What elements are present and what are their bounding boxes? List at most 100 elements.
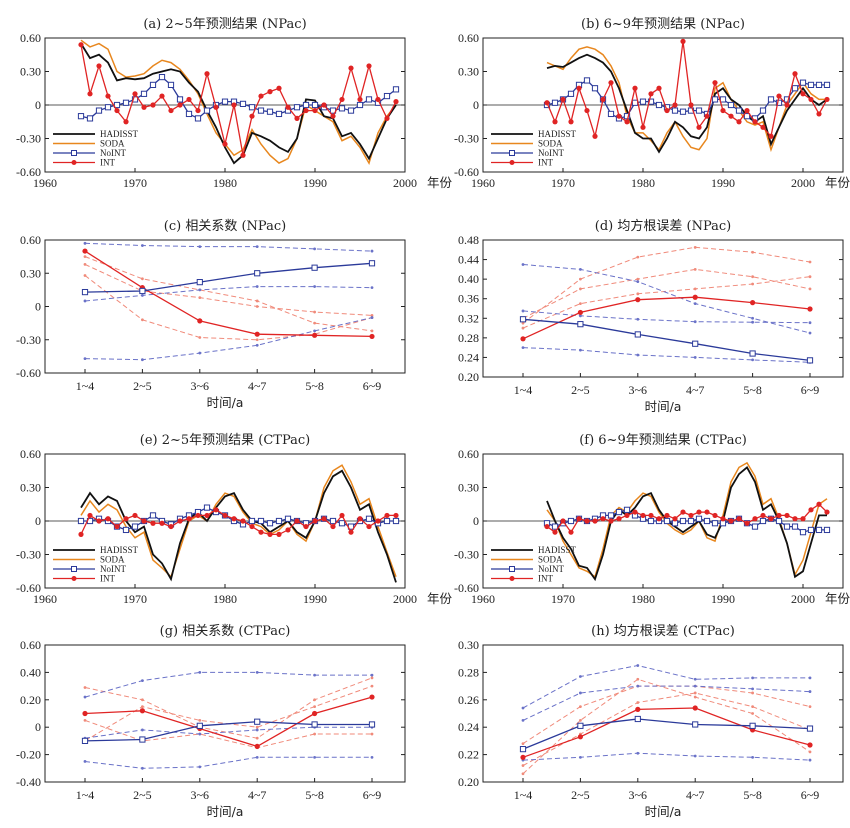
series-line-noint [522,318,811,362]
y-tick-label: -0.30 [16,132,41,146]
x-tick-label: 1970 [123,176,147,190]
y-tick-label: 0 [473,98,479,112]
data-point-noint [122,526,130,534]
series-line-int-range [522,246,811,324]
panel-b: (b) 6~9年预测结果 (NPac) -0.60 -0.30 0 0.30 0.60 19… [454,17,850,190]
y-tick-label: 0.20 [458,370,479,384]
x-tick-label: 4~7 [248,788,267,802]
y-tick-label: -0.60 [16,581,41,595]
data-point-int [267,89,273,95]
y-tick-label: 0.30 [458,481,479,495]
data-point-range [808,321,812,325]
data-point-int [186,516,192,522]
data-point-noint [759,107,767,114]
panel-g: (g) 相关系数 (CTPac) -0.40 -0.20 0 0.20 0.40 0.60 1… [16,624,406,819]
data-point-int [141,104,147,110]
legend-label: NoINT [100,148,126,158]
data-point-range [370,286,374,290]
data-point-range [370,755,374,759]
legend-marker [509,576,515,581]
data-point-int [760,124,766,130]
data-point-int [321,102,327,108]
data-point-int [800,91,806,97]
data-point-range [83,255,87,259]
data-point-range [83,718,87,722]
data-point-int [123,119,129,125]
data-point-range [83,274,87,277]
data-point-int [672,516,678,522]
data-point-int [114,107,120,114]
data-point-range [808,287,812,291]
data-point-noint [727,101,735,109]
y-tick-label: 0.30 [458,65,479,79]
data-point-range [198,288,202,292]
series-line-int-range [522,692,811,767]
y-tick-label: -0.30 [16,333,41,347]
series-line-soda [80,39,397,165]
data-point-int [672,102,678,108]
legend-label: HADISST [100,129,139,139]
data-point-range [808,690,812,693]
legend-label: SODA [100,139,125,149]
data-point-int [168,107,174,114]
data-point-noint [257,107,265,114]
data-point-range [579,314,582,318]
data-point-int [96,518,102,524]
data-point-int [213,104,219,110]
series-line-noint-range [84,756,372,769]
data-point-int [592,518,598,524]
x-tick-label: 1990 [711,592,735,606]
y-tick-label: 0.28 [458,331,479,345]
data-point-range [751,705,754,709]
data-point-int [105,93,111,99]
data-point-noint [383,92,391,100]
data-point-int [816,501,822,507]
data-point-noint [711,520,719,527]
data-point-range [636,255,640,259]
x-tick-label: 5~8 [305,379,324,393]
x-tick-label: 3~6 [191,788,210,802]
data-point-int [204,71,210,77]
data-point-range [521,742,525,746]
x-tick-label: 4~7 [248,379,267,393]
data-point-range [751,712,754,715]
data-point-int [303,523,309,530]
y-tick-label: 0 [35,300,41,314]
x-tick-label: 2~5 [133,379,152,393]
series-line-noint-range [84,242,373,252]
data-point-range [579,287,582,291]
data-point-range [313,673,316,677]
x-tick-label: 1990 [303,592,327,606]
data-point-range [579,705,582,709]
data-point-int [375,96,381,103]
data-point-range [83,686,87,689]
chart-title: (a) 2~5年预测结果 (NPac) [143,17,306,32]
x-tick-label: 1990 [711,176,735,190]
data-point-int [640,512,646,519]
data-point-int [82,710,88,717]
data-point-noint [185,110,193,118]
data-point-range [521,263,525,266]
data-point-int [285,104,291,110]
data-point-range [636,664,640,667]
chart-title: (g) 相关系数 (CTPac) [160,624,291,639]
data-point-int [688,102,694,108]
data-point-int [240,518,246,524]
data-point-noint [338,105,346,112]
data-point-noint [131,523,139,530]
plot-frame [482,239,844,378]
data-point-int [736,516,742,522]
data-point-noint [239,100,247,107]
data-point-noint [692,340,699,347]
data-point-noint [81,288,89,296]
x-tick-label: 6~9 [801,383,820,397]
data-point-noint [113,101,121,109]
data-point-noint [735,107,743,114]
x-tick-label: 1960 [33,592,57,606]
data-point-range [521,346,525,350]
data-point-int [808,507,814,513]
data-point-int [577,734,584,740]
data-point-range [808,331,812,335]
y-tick-label: 0 [473,514,479,528]
data-point-noint [687,517,695,525]
